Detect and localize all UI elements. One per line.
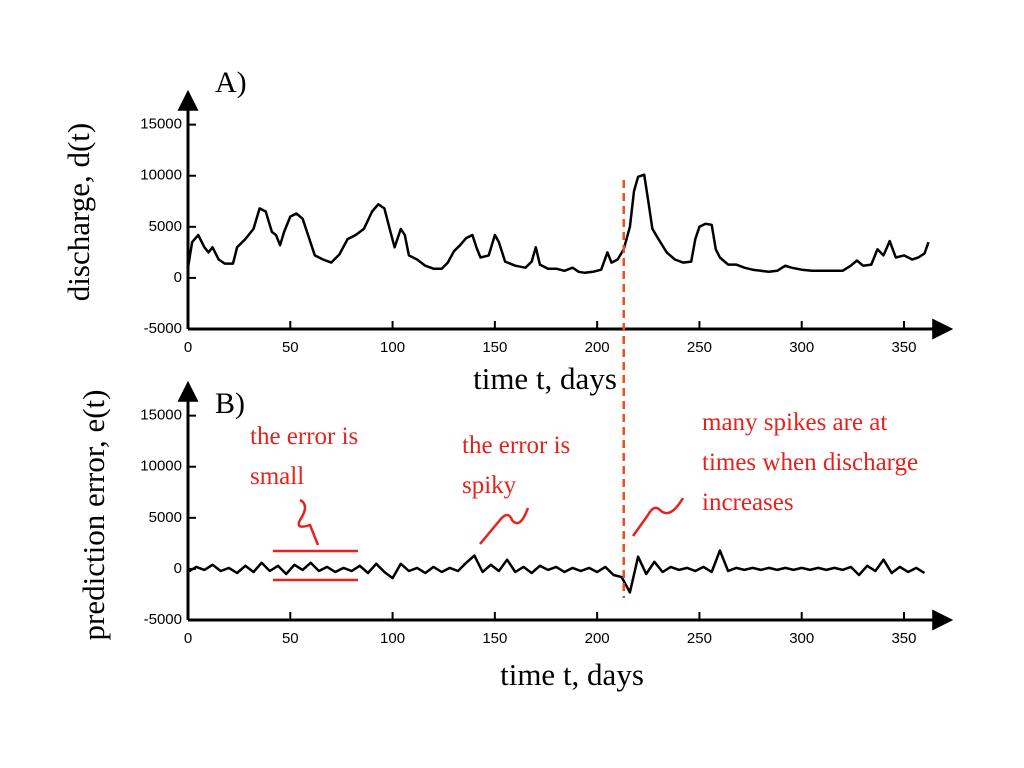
- x-tick-label: 100: [380, 630, 405, 647]
- y-axis-label: discharge, d(t): [61, 123, 96, 301]
- x-tick-label: 150: [482, 630, 507, 647]
- x-tick-label: 250: [687, 630, 712, 647]
- annotation-line: spiky: [462, 472, 517, 499]
- x-tick-label: 50: [282, 630, 299, 647]
- x-tick-label: 100: [380, 339, 405, 356]
- annotation-line: small: [250, 463, 304, 490]
- annotation-shapes: [273, 497, 685, 582]
- data-line: [186, 173, 930, 275]
- y-tick-label: 5000: [149, 509, 182, 526]
- annotation: many spikes are at times when discharge in…: [702, 409, 918, 516]
- y-tick-label: 15000: [140, 116, 182, 133]
- panel-title: B): [215, 387, 245, 420]
- y-tick-label: 10000: [140, 167, 182, 184]
- annotation-line: times when discharge: [702, 449, 918, 476]
- x-tick-label: 300: [789, 339, 814, 356]
- y-tick-label: 5000: [149, 218, 182, 235]
- annotation-line: increases: [702, 489, 794, 516]
- x-tick-label: 50: [282, 339, 299, 356]
- y-tick-label: 0: [174, 560, 182, 577]
- x-tick-label: 300: [789, 630, 814, 647]
- x-tick-label: 200: [585, 339, 610, 356]
- data-line: [187, 549, 926, 594]
- x-tick-label: 200: [585, 630, 610, 647]
- y-tick-label: 10000: [140, 458, 182, 475]
- x-axis-label: time t, days: [473, 361, 617, 396]
- annotation: the error is spiky: [462, 432, 570, 499]
- y-axis-label: prediction error, e(t): [76, 390, 111, 641]
- x-tick-label: 0: [184, 339, 192, 356]
- x-tick-label: 0: [184, 630, 192, 647]
- annotation-line: the error is: [250, 423, 358, 450]
- x-tick-label: 350: [891, 339, 916, 356]
- annotation-line: the error is: [462, 432, 570, 459]
- y-tick-label: -5000: [144, 320, 182, 337]
- annotation-line: many spikes are at: [702, 409, 887, 436]
- x-tick-label: 250: [687, 339, 712, 356]
- x-tick-label: 350: [891, 630, 916, 647]
- y-tick-label: 0: [174, 269, 182, 286]
- y-tick-label: 15000: [140, 407, 182, 424]
- x-tick-label: 150: [482, 339, 507, 356]
- annotation: the error is small: [250, 423, 358, 490]
- y-tick-label: -5000: [144, 611, 182, 628]
- x-axis-label: time t, days: [500, 657, 644, 692]
- panel-title: A): [215, 66, 247, 99]
